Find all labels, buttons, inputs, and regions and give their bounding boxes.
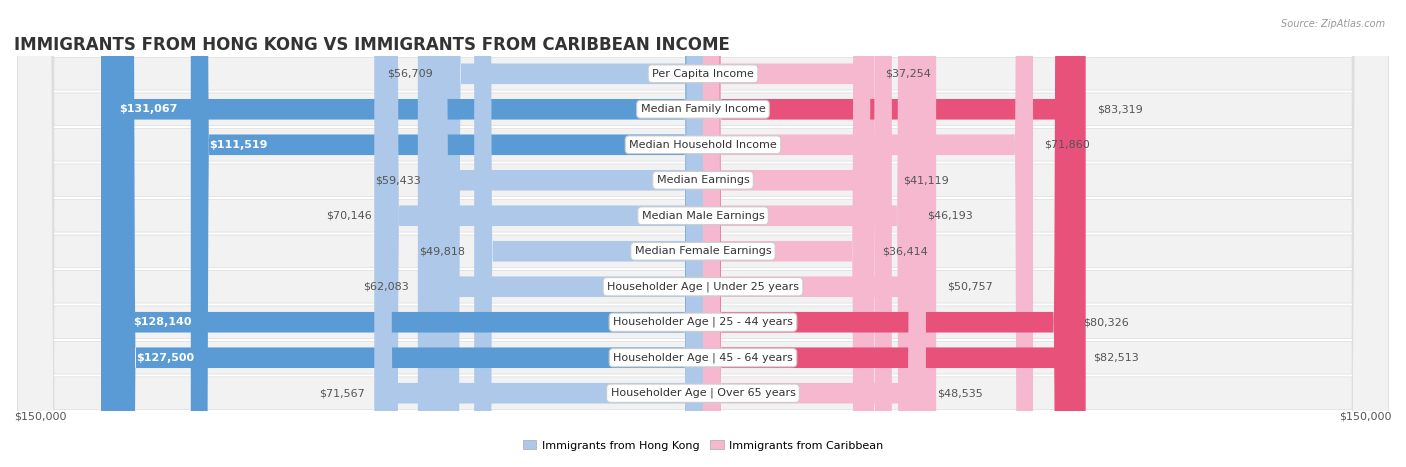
FancyBboxPatch shape [474, 0, 703, 467]
FancyBboxPatch shape [191, 0, 703, 467]
FancyBboxPatch shape [114, 0, 703, 467]
Text: $127,500: $127,500 [136, 353, 194, 363]
Text: $62,083: $62,083 [363, 282, 409, 292]
Text: Householder Age | Over 65 years: Householder Age | Over 65 years [610, 388, 796, 398]
FancyBboxPatch shape [703, 0, 1071, 467]
Text: $71,860: $71,860 [1045, 140, 1090, 150]
FancyBboxPatch shape [17, 0, 1389, 467]
Text: $71,567: $71,567 [319, 388, 366, 398]
Text: $49,818: $49,818 [419, 246, 465, 256]
Text: $70,146: $70,146 [326, 211, 371, 221]
Text: Householder Age | 25 - 44 years: Householder Age | 25 - 44 years [613, 317, 793, 327]
FancyBboxPatch shape [430, 0, 703, 467]
Text: Median Male Earnings: Median Male Earnings [641, 211, 765, 221]
Text: $131,067: $131,067 [120, 104, 177, 114]
Text: $50,757: $50,757 [948, 282, 994, 292]
Text: $41,119: $41,119 [903, 175, 949, 185]
Text: Householder Age | Under 25 years: Householder Age | Under 25 years [607, 282, 799, 292]
Text: Median Family Income: Median Family Income [641, 104, 765, 114]
Text: IMMIGRANTS FROM HONG KONG VS IMMIGRANTS FROM CARIBBEAN INCOME: IMMIGRANTS FROM HONG KONG VS IMMIGRANTS … [14, 36, 730, 54]
FancyBboxPatch shape [17, 0, 1389, 467]
FancyBboxPatch shape [17, 0, 1389, 467]
FancyBboxPatch shape [443, 0, 703, 467]
FancyBboxPatch shape [117, 0, 703, 467]
Text: $80,326: $80,326 [1084, 317, 1129, 327]
FancyBboxPatch shape [17, 0, 1389, 467]
Text: Source: ZipAtlas.com: Source: ZipAtlas.com [1281, 19, 1385, 28]
Text: Per Capita Income: Per Capita Income [652, 69, 754, 79]
FancyBboxPatch shape [381, 0, 703, 467]
Text: $128,140: $128,140 [132, 317, 191, 327]
FancyBboxPatch shape [17, 0, 1389, 467]
FancyBboxPatch shape [17, 0, 1389, 467]
FancyBboxPatch shape [703, 0, 915, 467]
Text: $48,535: $48,535 [938, 388, 983, 398]
Text: Householder Age | 45 - 64 years: Householder Age | 45 - 64 years [613, 353, 793, 363]
FancyBboxPatch shape [703, 0, 936, 467]
FancyBboxPatch shape [703, 0, 875, 467]
Text: $82,513: $82,513 [1094, 353, 1139, 363]
Text: $37,254: $37,254 [886, 69, 931, 79]
FancyBboxPatch shape [374, 0, 703, 467]
FancyBboxPatch shape [703, 0, 1085, 467]
Text: $150,000: $150,000 [14, 412, 66, 422]
Text: $111,519: $111,519 [209, 140, 267, 150]
Text: $46,193: $46,193 [927, 211, 973, 221]
FancyBboxPatch shape [703, 0, 870, 467]
Text: $56,709: $56,709 [388, 69, 433, 79]
FancyBboxPatch shape [101, 0, 703, 467]
Text: $83,319: $83,319 [1097, 104, 1143, 114]
Text: $59,433: $59,433 [375, 175, 420, 185]
Text: Median Female Earnings: Median Female Earnings [634, 246, 772, 256]
FancyBboxPatch shape [17, 0, 1389, 467]
FancyBboxPatch shape [703, 0, 891, 467]
FancyBboxPatch shape [703, 0, 1033, 467]
Legend: Immigrants from Hong Kong, Immigrants from Caribbean: Immigrants from Hong Kong, Immigrants fr… [519, 436, 887, 455]
Text: $150,000: $150,000 [1340, 412, 1392, 422]
FancyBboxPatch shape [17, 0, 1389, 467]
FancyBboxPatch shape [703, 0, 1083, 467]
FancyBboxPatch shape [703, 0, 927, 467]
FancyBboxPatch shape [17, 0, 1389, 467]
Text: $36,414: $36,414 [882, 246, 928, 256]
FancyBboxPatch shape [418, 0, 703, 467]
Text: Median Earnings: Median Earnings [657, 175, 749, 185]
FancyBboxPatch shape [17, 0, 1389, 467]
Text: Median Household Income: Median Household Income [628, 140, 778, 150]
